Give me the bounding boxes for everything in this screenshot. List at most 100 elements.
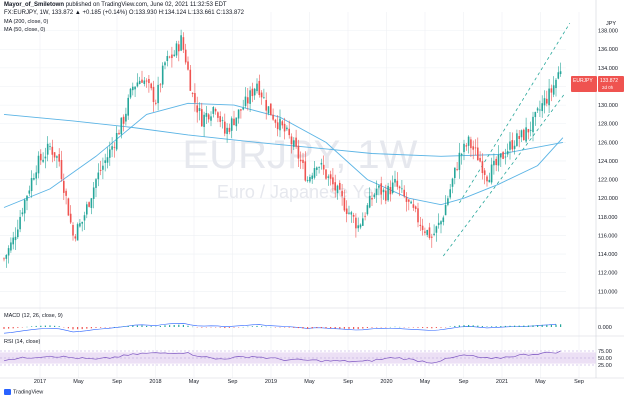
candle-body xyxy=(472,146,474,150)
candle-body xyxy=(527,128,530,133)
candle-body xyxy=(120,117,123,135)
candle-body xyxy=(362,218,364,226)
rsi-tick-label: 50.00 xyxy=(598,356,612,362)
published-text: published on TradingView.com, June 02, 2… xyxy=(65,2,227,8)
candle-body xyxy=(504,156,507,158)
candle-body xyxy=(316,167,318,170)
macd-bar xyxy=(123,326,125,327)
candle-body xyxy=(456,169,458,170)
candle-body xyxy=(148,78,150,84)
macd-bar xyxy=(366,327,368,329)
candle-body xyxy=(352,214,355,217)
candle-body xyxy=(26,195,28,201)
candle-body xyxy=(497,154,500,166)
time-tick-label: May xyxy=(189,379,200,385)
candle-body xyxy=(279,118,281,131)
candle-body xyxy=(490,164,493,183)
macd-bar xyxy=(35,325,37,327)
author[interactable]: Mayor_of_Smiletown xyxy=(4,2,65,8)
candle-body xyxy=(355,217,357,229)
candle-body xyxy=(99,169,102,171)
candle-body xyxy=(550,88,553,93)
macd-bar xyxy=(325,327,327,329)
watermark-name: Euro / Japanese Yen xyxy=(217,182,383,202)
candle-body xyxy=(532,116,534,133)
candle-body xyxy=(210,116,212,121)
candle-body xyxy=(435,226,438,233)
indicator-ma200[interactable]: MA (200, close, 0) xyxy=(4,19,49,25)
time-tick-label: May xyxy=(420,379,431,385)
candle-body xyxy=(506,151,509,155)
candle-body xyxy=(412,204,415,208)
candle-body xyxy=(552,85,555,95)
candle-body xyxy=(224,121,226,134)
macd-bar xyxy=(297,327,299,329)
indicator-rsi[interactable]: RSI (14, close) xyxy=(4,339,41,345)
candle-body xyxy=(481,161,484,174)
candle-body xyxy=(394,178,396,183)
candle-body xyxy=(150,83,152,89)
ma50-line xyxy=(3,102,564,208)
macd-bar xyxy=(251,326,253,327)
candle-body xyxy=(63,180,65,193)
macd-bar xyxy=(472,325,474,327)
rsi-band xyxy=(0,350,596,366)
candle-body xyxy=(465,145,468,147)
candle-body xyxy=(417,208,419,223)
candle-body xyxy=(391,182,394,193)
candle-body xyxy=(288,128,290,136)
time-tick-label: 2018 xyxy=(149,379,161,385)
candle-body xyxy=(233,118,235,125)
candle-body xyxy=(332,177,334,185)
candle-body xyxy=(274,119,277,123)
candle-body xyxy=(431,236,433,238)
price-tick-label: 116.000 xyxy=(598,233,617,239)
macd-bar xyxy=(486,326,488,327)
time-tick-label: Sep xyxy=(459,379,469,385)
candle-body xyxy=(242,107,244,110)
candle-body xyxy=(267,106,270,114)
candle-body xyxy=(67,198,70,216)
macd-bar xyxy=(224,327,226,329)
indicator-macd[interactable]: MACD (12, 26, close, 9) xyxy=(4,313,63,319)
price-tick-label: 138.000 xyxy=(598,29,618,35)
candle-body xyxy=(477,147,479,161)
indicator-ma50[interactable]: MA (50, close, 0) xyxy=(4,27,46,33)
candle-body xyxy=(320,162,323,165)
macd-bar xyxy=(141,325,143,327)
candle-body xyxy=(81,221,83,224)
candle-body xyxy=(159,84,162,86)
macd-bar xyxy=(3,327,5,329)
candle-body xyxy=(46,143,49,155)
candle-body xyxy=(217,112,219,118)
candle-body xyxy=(122,116,125,124)
candle-body xyxy=(493,160,495,166)
candle-body xyxy=(306,180,309,181)
candle-body xyxy=(419,224,422,226)
candle-body xyxy=(92,187,95,199)
macd-bar xyxy=(54,325,56,327)
candle-body xyxy=(173,54,175,57)
candle-body xyxy=(249,90,251,104)
macd-bar xyxy=(159,325,161,327)
candle-body xyxy=(486,176,488,182)
candle-body xyxy=(237,109,240,119)
macd-bar xyxy=(302,327,304,329)
candle-body xyxy=(539,109,541,111)
candle-body xyxy=(442,217,445,223)
candle-body xyxy=(205,113,208,117)
candle-body xyxy=(214,109,217,112)
candle-body xyxy=(196,105,198,113)
candle-body xyxy=(509,141,511,150)
candle-body xyxy=(460,153,463,156)
candle-body xyxy=(49,146,51,148)
macd-bar xyxy=(362,327,364,329)
candle-body xyxy=(127,97,129,116)
candle-body xyxy=(483,170,486,175)
footer-brand[interactable]: TradingView xyxy=(4,389,43,395)
candle-body xyxy=(253,88,256,96)
macd-bar xyxy=(40,325,42,327)
candle-body xyxy=(343,197,346,211)
macd-bar xyxy=(288,327,290,328)
